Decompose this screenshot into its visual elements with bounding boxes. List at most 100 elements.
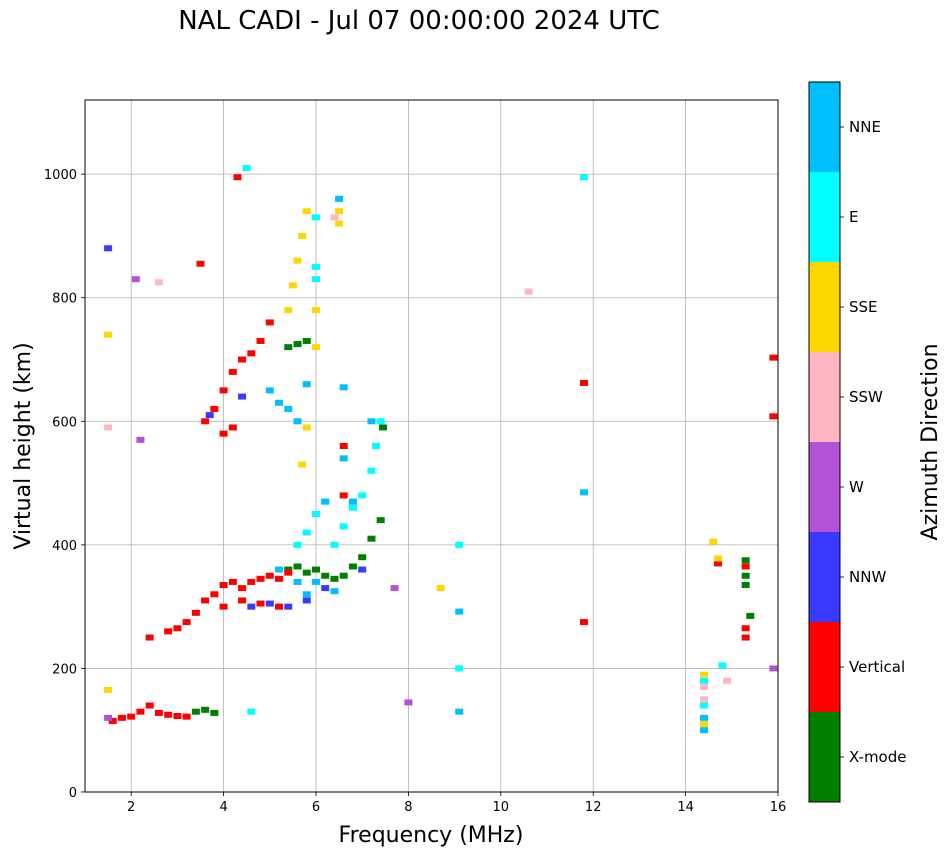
y-tick-label: 0 bbox=[69, 786, 77, 801]
data-point-vertical bbox=[108, 717, 117, 724]
data-point-nne bbox=[455, 708, 464, 715]
data-point-sse bbox=[709, 538, 718, 545]
data-point-nne bbox=[312, 578, 320, 585]
data-point-ssw bbox=[104, 424, 113, 431]
data-point-sse bbox=[335, 208, 344, 215]
data-point-vertical bbox=[219, 387, 228, 394]
data-point-e bbox=[330, 541, 339, 548]
data-point-x-mode bbox=[284, 566, 293, 573]
x-axis-label: Frequency (MHz) bbox=[339, 823, 524, 848]
data-point-vertical bbox=[265, 572, 274, 579]
data-point-sse bbox=[104, 687, 113, 694]
data-point-nnw bbox=[238, 393, 247, 400]
data-point-nne bbox=[275, 399, 284, 406]
data-point-nnw bbox=[302, 597, 311, 604]
data-point-vertical bbox=[201, 418, 210, 425]
data-point-sse bbox=[302, 424, 311, 431]
data-point-vertical bbox=[256, 575, 265, 582]
data-point-w bbox=[769, 665, 778, 672]
data-point-vertical bbox=[275, 575, 284, 582]
data-point-e bbox=[302, 529, 311, 536]
data-point-ssw bbox=[330, 214, 339, 221]
x-tick-label: 12 bbox=[585, 800, 602, 815]
data-point-nne bbox=[293, 578, 302, 585]
data-point-vertical bbox=[127, 713, 136, 720]
data-point-vertical bbox=[284, 569, 293, 576]
data-point-nne bbox=[579, 489, 588, 496]
data-point-sse bbox=[298, 461, 307, 468]
data-point-e bbox=[312, 510, 320, 517]
y-tick-label: 800 bbox=[52, 292, 77, 307]
x-tick-label: 14 bbox=[677, 800, 694, 815]
data-point-e bbox=[455, 665, 464, 672]
data-point-nne bbox=[265, 387, 274, 394]
data-point-vertical bbox=[275, 603, 284, 610]
data-point-x-mode bbox=[741, 572, 750, 579]
data-point-x-mode bbox=[358, 554, 367, 561]
data-point-e bbox=[367, 467, 376, 474]
data-point-nnw bbox=[104, 245, 113, 252]
data-point-e bbox=[312, 214, 320, 221]
data-point-vertical bbox=[173, 713, 182, 720]
data-point-e bbox=[718, 662, 727, 669]
data-point-nnw bbox=[284, 603, 293, 610]
data-point-sse bbox=[436, 585, 445, 592]
data-point-vertical bbox=[219, 582, 228, 589]
data-point-vertical bbox=[228, 578, 237, 585]
data-point-w bbox=[390, 585, 399, 592]
data-point-x-mode bbox=[293, 563, 302, 570]
y-tick-label: 600 bbox=[52, 415, 77, 430]
data-point-x-mode bbox=[746, 612, 755, 619]
data-point-x-mode bbox=[312, 566, 320, 573]
data-point-vertical bbox=[196, 260, 205, 267]
colorbar-tick-label: SSW bbox=[849, 388, 883, 406]
data-point-vertical bbox=[238, 585, 247, 592]
data-point-vertical bbox=[579, 379, 588, 386]
data-point-vertical bbox=[201, 597, 210, 604]
plot-area bbox=[85, 100, 778, 792]
data-point-x-mode bbox=[210, 709, 219, 716]
colorbar-frame bbox=[808, 81, 841, 803]
colorbar-tick-label: E bbox=[849, 208, 858, 226]
x-tick-label: 8 bbox=[404, 800, 412, 815]
data-point-vertical bbox=[769, 354, 778, 361]
data-point-e bbox=[293, 541, 302, 548]
data-point-nne bbox=[275, 566, 284, 573]
data-point-vertical bbox=[164, 628, 173, 635]
data-point-vertical bbox=[233, 174, 242, 181]
data-point-sse bbox=[104, 331, 113, 338]
data-point-nne bbox=[293, 418, 302, 425]
data-point-vertical bbox=[339, 443, 348, 449]
colorbar-segment bbox=[809, 352, 840, 442]
colorbar-tick-label: NNW bbox=[849, 568, 886, 586]
colorbar-tick-label: W bbox=[849, 478, 864, 496]
data-point-w bbox=[136, 436, 145, 443]
data-point-e bbox=[358, 492, 367, 499]
data-point-nnw bbox=[247, 603, 256, 610]
data-point-nne bbox=[367, 418, 376, 425]
data-point-vertical bbox=[769, 413, 778, 420]
data-point-nne bbox=[321, 498, 330, 505]
plot-frame bbox=[84, 99, 779, 793]
x-tick-label: 4 bbox=[219, 800, 227, 815]
y-axis-label: Virtual height (km) bbox=[11, 342, 36, 549]
data-point-x-mode bbox=[376, 517, 385, 524]
x-tick-label: 6 bbox=[312, 800, 320, 815]
data-point-x-mode bbox=[201, 706, 210, 713]
chart-title: NAL CADI - Jul 07 00:00:00 2024 UTC bbox=[178, 6, 660, 36]
colorbar-segment bbox=[809, 712, 840, 802]
data-point-vertical bbox=[219, 430, 228, 437]
data-point-vertical bbox=[741, 625, 750, 632]
data-point-vertical bbox=[256, 337, 265, 344]
data-point-w bbox=[104, 714, 113, 721]
data-point-nne bbox=[335, 195, 344, 202]
data-point-e bbox=[700, 677, 709, 684]
data-point-nne bbox=[455, 608, 464, 615]
data-point-vertical bbox=[228, 424, 237, 431]
data-point-e bbox=[579, 174, 588, 181]
data-point-e bbox=[376, 418, 385, 425]
data-point-e bbox=[348, 504, 357, 511]
data-point-w bbox=[131, 276, 140, 283]
data-point-e bbox=[247, 708, 256, 715]
